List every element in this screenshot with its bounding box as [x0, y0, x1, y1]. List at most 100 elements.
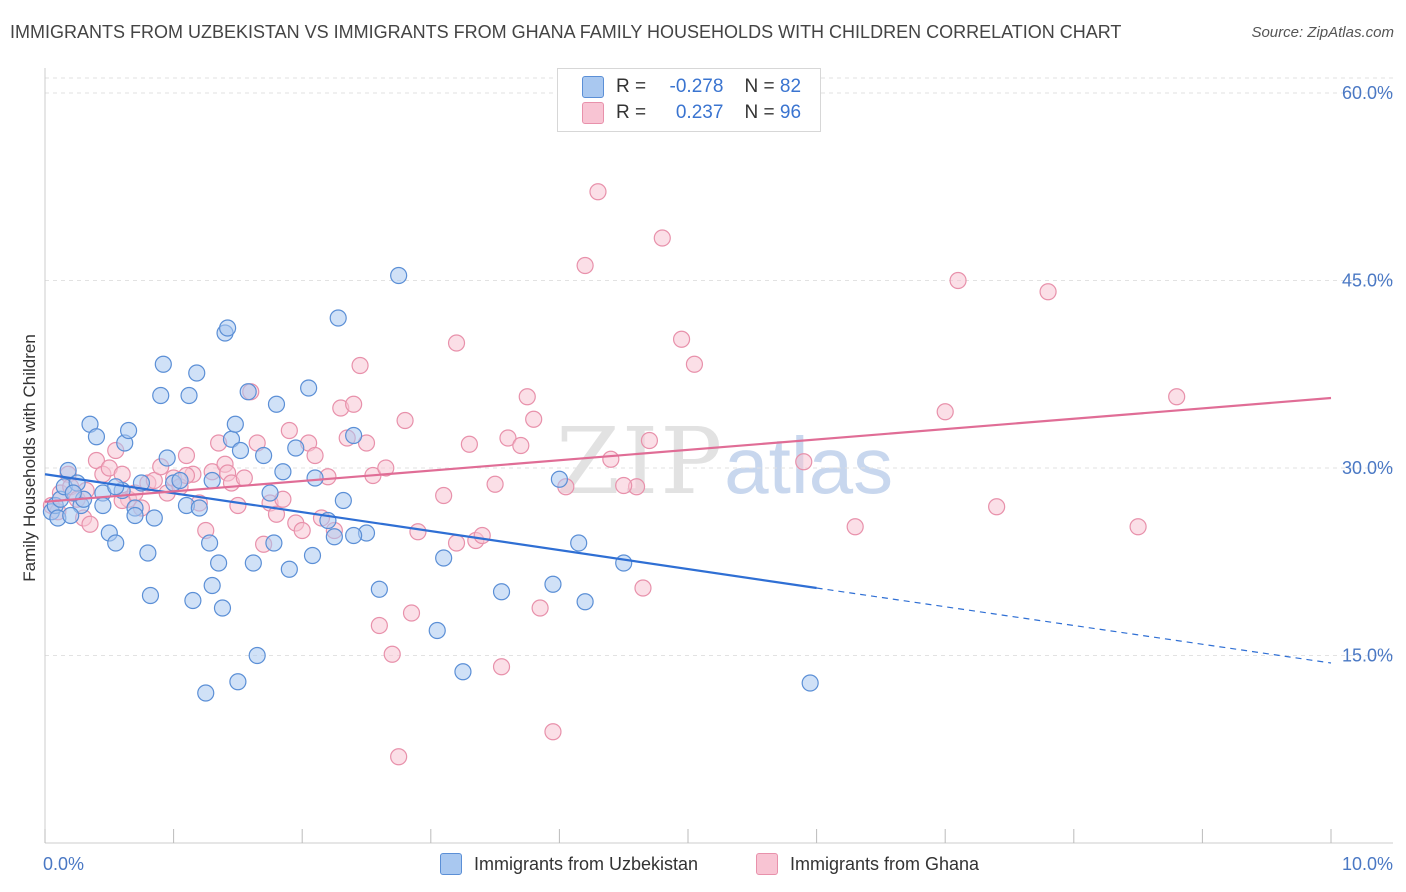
- bottom-legend-swatch-pink: [756, 853, 778, 875]
- ghana-point: [357, 434, 376, 452]
- uzbekistan-point: [201, 534, 219, 552]
- ghana-point: [486, 475, 504, 493]
- uzbekistan-point: [267, 395, 286, 413]
- chart-title: IMMIGRANTS FROM UZBEKISTAN VS IMMIGRANTS…: [10, 22, 1122, 42]
- legend-n-label: N =: [744, 76, 775, 97]
- ghana-point: [1039, 283, 1057, 301]
- uzbekistan-point: [107, 478, 125, 496]
- uzbekistan-point: [94, 496, 112, 515]
- ghana-point: [447, 534, 466, 552]
- uzbekistan-point: [226, 415, 244, 433]
- ghana-point: [795, 453, 813, 471]
- uzbekistan-point: [492, 583, 511, 601]
- ghana-point: [634, 579, 652, 597]
- uzbekistan-point: [345, 526, 363, 545]
- ghana-point: [345, 395, 363, 413]
- ghana-point: [293, 521, 311, 540]
- ghana-point: [525, 410, 543, 428]
- uzbekistan-point: [190, 499, 208, 517]
- y-tick-label: 60.0%: [1342, 83, 1393, 103]
- uzbekistan-point: [265, 534, 283, 552]
- trend-lines: [44, 396, 1332, 664]
- uzbekistan-point: [570, 534, 588, 552]
- bottom-legend-label: Immigrants from Uzbekistan: [474, 853, 699, 874]
- axes: [44, 68, 1393, 844]
- ghana-point: [473, 526, 491, 545]
- uzbekistan-point: [213, 599, 232, 617]
- uzbekistan-point: [454, 663, 472, 681]
- ghana-point: [229, 496, 247, 515]
- y-tick-label: 30.0%: [1342, 458, 1393, 478]
- uzbekistan-point: [615, 554, 633, 572]
- uzbekistan-point: [428, 621, 446, 640]
- ghana-points: [42, 183, 1186, 766]
- ghana-point: [531, 599, 549, 617]
- uzbekistan-point: [280, 560, 298, 578]
- ghana-point: [512, 436, 530, 455]
- ghana-point: [936, 403, 954, 421]
- uzbekistan-point: [210, 554, 228, 572]
- uzbekistan-point: [184, 591, 202, 610]
- ghana-point: [267, 505, 286, 523]
- ghana-point: [576, 256, 594, 275]
- uzbekistan-point: [141, 586, 160, 605]
- ghana-point: [615, 476, 633, 495]
- uzbekistan-point: [801, 674, 819, 692]
- uzbekistan-points: [42, 266, 819, 702]
- uzbekistan-point: [300, 379, 318, 397]
- ghana-point: [640, 431, 659, 450]
- uzbekistan-point: [329, 309, 347, 327]
- uzbekistan-point: [197, 684, 215, 702]
- y-tick-label: 45.0%: [1342, 271, 1393, 291]
- uzbekistan-point: [139, 544, 157, 562]
- ghana-point: [672, 330, 691, 348]
- uzbekistan-point: [145, 509, 163, 527]
- uzbekistan-point: [274, 463, 292, 481]
- uzbekistan-point: [287, 439, 305, 457]
- uzbekistan-point: [154, 355, 172, 373]
- bottom-legend-ghana: Immigrants from Ghana: [756, 852, 979, 876]
- bottom-legend-label: Immigrants from Ghana: [790, 853, 980, 874]
- legend-r-value: -0.278: [669, 76, 724, 97]
- uzbekistan-point: [244, 554, 262, 572]
- ghana-point: [949, 271, 967, 290]
- legend-swatch-pink: [582, 102, 604, 124]
- ghana-point: [235, 469, 253, 487]
- uzbekistan-point: [126, 506, 144, 525]
- ghana-point: [846, 518, 864, 536]
- ghana-point: [87, 451, 106, 470]
- ghana-point: [685, 355, 704, 373]
- tick-labels: 15.0% 30.0% 45.0% 60.0% 0.0% 10.0%: [43, 83, 1393, 874]
- ghana-point: [370, 616, 388, 635]
- bottom-legend-swatch-blue: [440, 853, 462, 875]
- ghana-trend-line: [44, 396, 1332, 503]
- ghana-point: [544, 723, 562, 741]
- uzbekistan-point: [239, 383, 257, 401]
- uzbekistan-point: [180, 386, 198, 405]
- ghana-point: [177, 446, 196, 465]
- uzbekistan-point: [119, 421, 138, 440]
- legend-n-value: 96: [779, 102, 802, 123]
- uzbekistan-trend-line: [44, 473, 817, 590]
- ghana-point: [460, 435, 478, 453]
- uzbekistan-point: [158, 449, 176, 467]
- uzbekistan-point: [171, 471, 189, 490]
- ghana-point: [589, 183, 607, 201]
- legend-r-label: R =: [616, 102, 647, 123]
- x-tick-label: 0.0%: [43, 854, 84, 874]
- uzbekistan-point: [248, 646, 266, 665]
- uzbekistan-point: [203, 471, 221, 490]
- legend-n-value: 82: [779, 76, 802, 97]
- ghana-point: [1129, 518, 1147, 536]
- ghana-point: [351, 356, 369, 375]
- uzbekistan-point: [229, 673, 247, 691]
- uzbekistan-point: [325, 528, 343, 546]
- ghana-point: [377, 459, 395, 477]
- uzbekistan-point: [64, 484, 82, 502]
- uzbekistan-point: [435, 549, 453, 567]
- ghana-point: [988, 498, 1006, 516]
- ghana-point: [409, 523, 427, 541]
- source-label: Source: ZipAtlas.com: [1251, 24, 1394, 41]
- legend-row-uzbekistan: R = -0.278 N = 82: [582, 75, 801, 99]
